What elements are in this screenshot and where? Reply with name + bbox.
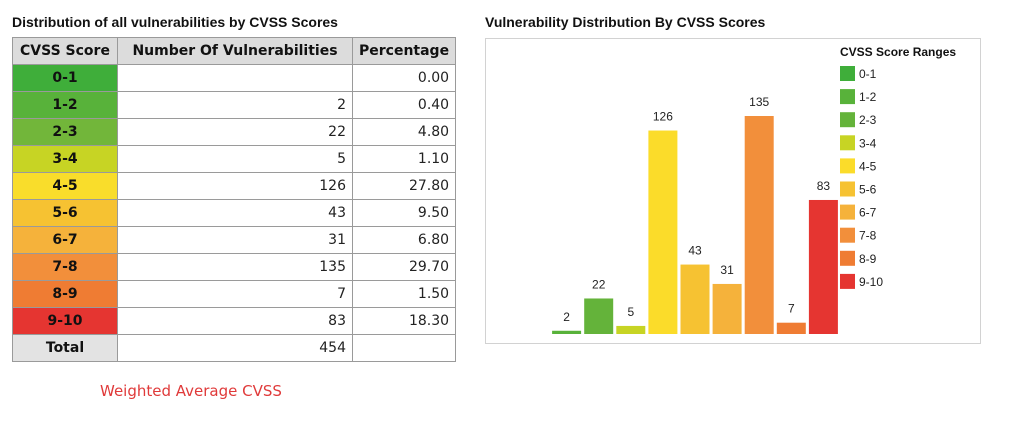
bar-value-label: 7 xyxy=(788,302,795,316)
legend-label-4-5: 4-5 xyxy=(859,159,877,173)
chart-panel: 2 22 5 126 43 31 135 7 83 CVSS Score Ranges 0-1 1… xyxy=(485,38,981,344)
legend: CVSS Score Ranges 0-1 1-2 2-3 3-4 4-5 5-6 6-7 7… xyxy=(840,45,956,289)
total-label-cell: Total xyxy=(12,334,118,362)
legend-swatch-1-2 xyxy=(840,89,855,105)
percent-cell: 29.70 xyxy=(351,253,457,281)
percent-cell: 0.40 xyxy=(351,91,457,119)
count-cell: 43 xyxy=(117,199,353,227)
table-row: 1-2 2 0.40 xyxy=(12,91,457,119)
bar-8-9 xyxy=(776,322,806,334)
percent-cell: 27.80 xyxy=(351,172,457,200)
header-cvss-score: CVSS Score xyxy=(12,37,118,65)
legend-label-0-1: 0-1 xyxy=(859,67,877,81)
percent-cell: 9.50 xyxy=(351,199,457,227)
score-range-cell: 8-9 xyxy=(12,280,118,308)
percent-cell: 1.50 xyxy=(351,280,457,308)
legend-label-7-8: 7-8 xyxy=(859,229,877,243)
legend-swatch-5-6 xyxy=(840,181,855,197)
score-range-cell: 7-8 xyxy=(12,253,118,281)
score-range-cell: 4-5 xyxy=(12,172,118,200)
table-row: 5-6 43 9.50 xyxy=(12,199,457,227)
legend-swatch-3-4 xyxy=(840,135,855,151)
table-row: 2-3 22 4.80 xyxy=(12,118,457,146)
bar-6-7 xyxy=(712,283,742,334)
legend-title: CVSS Score Ranges xyxy=(840,45,956,59)
table-header-row: CVSS Score Number Of Vulnerabilities Per… xyxy=(12,37,457,65)
percent-cell: 4.80 xyxy=(351,118,457,146)
count-cell: 126 xyxy=(117,172,353,200)
bar-value-label: 5 xyxy=(627,305,634,319)
score-range-cell: 9-10 xyxy=(12,307,118,335)
table-title: Distribution of all vulnerabilities by C… xyxy=(12,14,338,30)
count-cell: 31 xyxy=(117,226,353,254)
header-percentage: Percentage xyxy=(351,37,457,65)
legend-label-5-6: 5-6 xyxy=(859,183,877,197)
score-range-cell: 6-7 xyxy=(12,226,118,254)
legend-swatch-8-9 xyxy=(840,250,855,266)
total-percent-cell xyxy=(351,334,457,362)
total-row: Total 454 xyxy=(12,334,457,362)
table-row: 4-5 126 27.80 xyxy=(12,172,457,200)
weighted-average-label: Weighted Average CVSS xyxy=(100,382,282,400)
total-count-cell: 454 xyxy=(117,334,353,362)
legend-swatch-2-3 xyxy=(840,112,855,128)
bar-5-6 xyxy=(680,264,710,334)
bar-4-5 xyxy=(648,130,678,334)
score-range-cell: 2-3 xyxy=(12,118,118,146)
bar-9-10 xyxy=(808,199,838,334)
bar-value-label: 83 xyxy=(817,179,831,193)
count-cell: 2 xyxy=(117,91,353,119)
score-range-cell: 5-6 xyxy=(12,199,118,227)
bar-value-label: 126 xyxy=(653,110,673,124)
bar-value-label: 22 xyxy=(592,277,606,291)
table-row: 9-10 83 18.30 xyxy=(12,307,457,335)
count-cell: 83 xyxy=(117,307,353,335)
legend-label-9-10: 9-10 xyxy=(859,275,883,289)
legend-label-6-7: 6-7 xyxy=(859,206,877,220)
table-row: 6-7 31 6.80 xyxy=(12,226,457,254)
legend-swatch-9-10 xyxy=(840,273,855,289)
table-row: 0-1 0.00 xyxy=(12,64,457,92)
percent-cell: 1.10 xyxy=(351,145,457,173)
bar-1-2 xyxy=(552,330,582,334)
legend-swatch-6-7 xyxy=(840,204,855,220)
bar-2-3 xyxy=(584,298,614,334)
table-row: 3-4 5 1.10 xyxy=(12,145,457,173)
score-range-cell: 0-1 xyxy=(12,64,118,92)
count-cell: 22 xyxy=(117,118,353,146)
legend-swatch-0-1 xyxy=(840,66,855,81)
table-row: 8-9 7 1.50 xyxy=(12,280,457,308)
legend-label-2-3: 2-3 xyxy=(859,113,877,127)
percent-cell: 6.80 xyxy=(351,226,457,254)
legend-label-3-4: 3-4 xyxy=(859,136,877,150)
count-cell: 5 xyxy=(117,145,353,173)
bar-value-label: 135 xyxy=(749,95,769,109)
bar-value-label: 43 xyxy=(688,244,702,258)
table-row: 7-8 135 29.70 xyxy=(12,253,457,281)
legend-swatch-4-5 xyxy=(840,158,855,174)
percent-cell: 18.30 xyxy=(351,307,457,335)
count-cell: 7 xyxy=(117,280,353,308)
bar-value-label: 2 xyxy=(563,310,570,324)
chart-title: Vulnerability Distribution By CVSS Score… xyxy=(485,14,766,30)
count-cell: 135 xyxy=(117,253,353,281)
count-cell xyxy=(117,64,353,92)
legend-label-1-2: 1-2 xyxy=(859,90,877,104)
bar-3-4 xyxy=(616,325,646,334)
score-range-cell: 3-4 xyxy=(12,145,118,173)
legend-swatch-7-8 xyxy=(840,227,855,243)
header-number-of-vulnerabilities: Number Of Vulnerabilities xyxy=(117,37,353,65)
bar-7-8 xyxy=(744,116,774,334)
vulnerability-table: CVSS Score Number Of Vulnerabilities Per… xyxy=(12,37,457,362)
percent-cell: 0.00 xyxy=(351,64,457,92)
score-range-cell: 1-2 xyxy=(12,91,118,119)
legend-label-8-9: 8-9 xyxy=(859,252,877,266)
bar-value-label: 31 xyxy=(720,263,734,277)
